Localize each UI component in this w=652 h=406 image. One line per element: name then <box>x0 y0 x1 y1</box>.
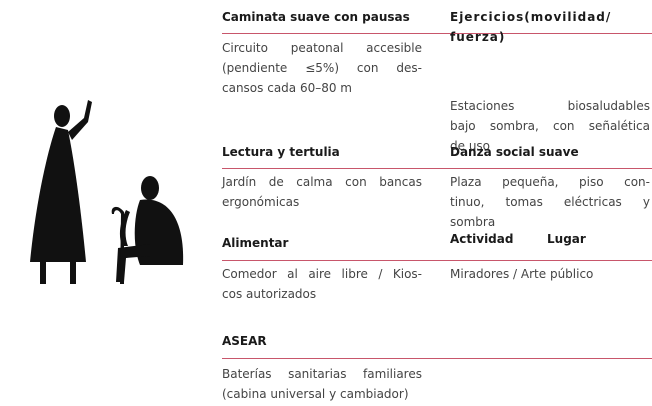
block-description: Comedor al aire libre / Kios- <box>222 267 422 281</box>
block-description: ergonómicas <box>222 195 300 209</box>
block-description: tinuo, tomas eléctricas y <box>450 195 650 209</box>
block-description: cansos cada 60–80 m <box>222 81 352 95</box>
seated-figure <box>111 176 184 284</box>
block-title: Lugar <box>547 232 586 246</box>
row-rule <box>222 168 652 169</box>
block-title: Lectura y tertulia <box>222 145 340 159</box>
block-description: (pendiente ≤5%) con des- <box>222 61 422 75</box>
block-title: Caminata suave con pausas <box>222 10 410 24</box>
block-description: (cabina universal y cambiador) <box>222 387 409 401</box>
block-description: Circuito peatonal accesible <box>222 41 422 55</box>
standing-figure <box>30 100 92 284</box>
block-description: sombra <box>450 215 496 229</box>
block-description: de uso <box>450 139 491 153</box>
row-rule <box>222 358 652 359</box>
block-description: Miradores / Arte público <box>450 267 594 281</box>
block-description: bajo sombra, con señalética <box>450 119 650 133</box>
block-title: Alimentar <box>222 236 289 250</box>
block-description: Plaza pequeña, piso con- <box>450 175 650 189</box>
block-title: Ejercicios(movilidad/ <box>450 10 612 24</box>
illustration <box>30 100 184 284</box>
row-rule <box>222 33 652 34</box>
row-rule <box>222 260 652 261</box>
block-title: ASEAR <box>222 334 267 348</box>
block-title: Actividad <box>450 232 514 246</box>
block-title: Danza social suave <box>450 145 579 159</box>
block-description: cos autorizados <box>222 287 317 301</box>
block-description: Estaciones biosaludables <box>450 99 650 113</box>
block-title: fuerza) <box>450 30 506 44</box>
block-description: Baterías sanitarias familiares <box>222 367 422 381</box>
block-description: Jardín de calma con bancas <box>222 175 422 189</box>
